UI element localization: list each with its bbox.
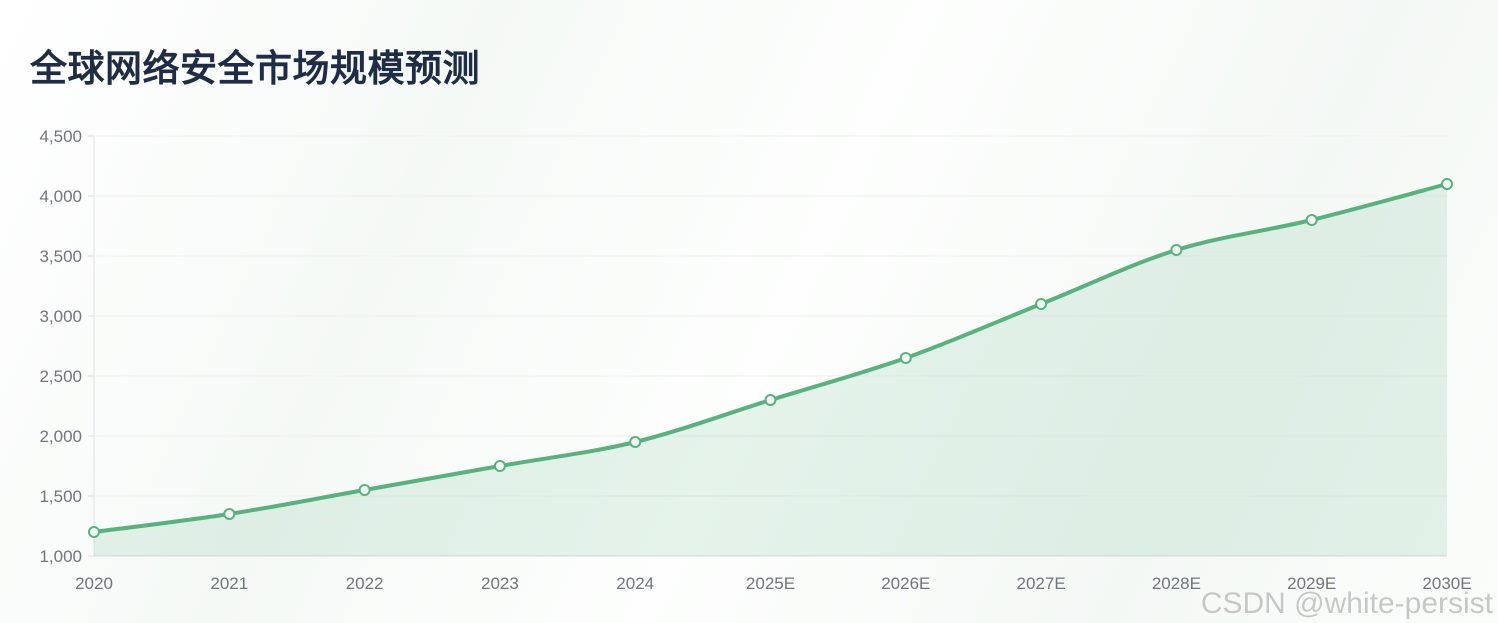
x-axis-label: 2029E [1287,574,1336,593]
x-axis-label: 2025E [746,574,795,593]
x-axis-label: 2024 [616,574,654,593]
x-axis-label: 2027E [1017,574,1066,593]
data-point-marker[interactable] [629,436,642,448]
y-axis-label: 4,000 [39,187,82,206]
data-point-marker[interactable] [223,508,236,520]
series-area [94,184,1447,556]
data-point-marker[interactable] [764,394,777,406]
x-axis-label: 2028E [1152,574,1201,593]
data-point-marker[interactable] [1441,178,1453,190]
data-point-marker[interactable] [1170,244,1183,256]
chart-title: 全球网络安全市场规模预测 [30,48,480,89]
data-point-marker[interactable] [88,526,100,538]
data-point-marker[interactable] [493,460,506,472]
y-axis-label: 1,000 [39,547,82,566]
y-axis-label: 3,000 [39,307,82,326]
y-axis-label: 2,000 [39,427,82,446]
x-axis-label: 2030E [1422,574,1471,593]
x-axis-label: 2021 [210,574,248,593]
x-axis-label: 2020 [75,574,113,593]
data-point-marker[interactable] [358,484,371,496]
x-axis-label: 2023 [481,574,519,593]
y-axis-label: 4,500 [39,127,82,146]
x-axis-label: 2022 [346,574,384,593]
y-axis-label: 2,500 [39,367,82,386]
y-axis-label: 3,500 [39,247,82,266]
y-axis-label: 1,500 [39,487,82,506]
x-axis-label: 2026E [881,574,930,593]
data-point-marker[interactable] [1035,298,1048,310]
data-point-marker[interactable] [899,352,912,364]
data-point-marker[interactable] [1305,214,1318,226]
